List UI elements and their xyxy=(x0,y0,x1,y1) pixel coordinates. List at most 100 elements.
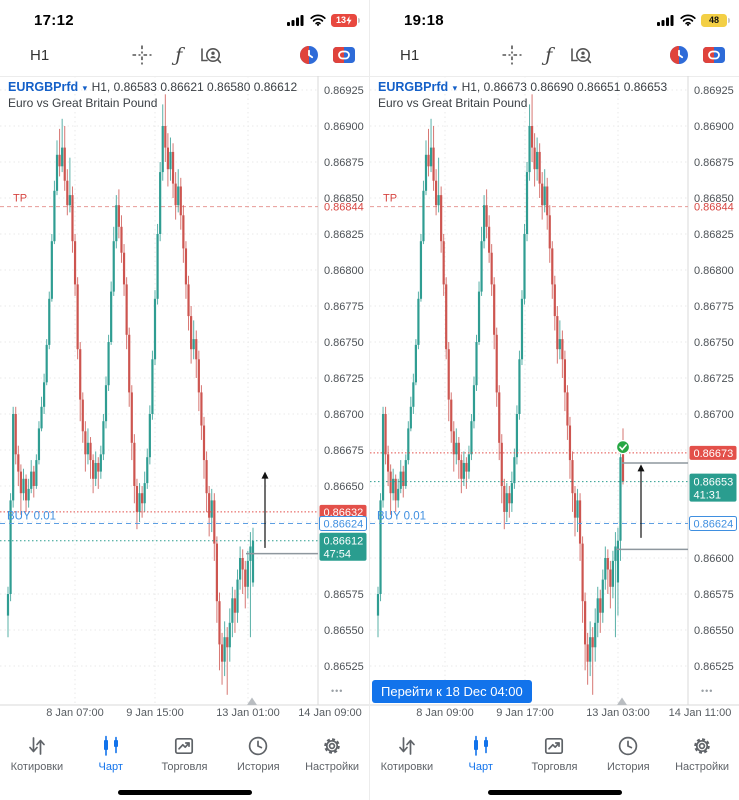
candle xyxy=(419,241,423,299)
price-axis-label: 0.86575 xyxy=(694,589,734,601)
crosshair-icon[interactable] xyxy=(131,44,153,66)
position-price-badge[interactable] xyxy=(319,515,367,531)
candle xyxy=(177,186,180,206)
candle xyxy=(97,462,100,472)
candle xyxy=(513,457,516,484)
ask-price-badge[interactable] xyxy=(319,504,367,519)
account-flag-icon[interactable] xyxy=(333,47,355,63)
price-axis-label: 0.86800 xyxy=(324,265,364,277)
candle xyxy=(571,460,574,494)
tp-label: TP xyxy=(383,193,397,205)
account-flag-icon[interactable] xyxy=(703,47,725,63)
candle xyxy=(543,186,546,206)
candle xyxy=(192,339,195,350)
price-axis-label: 0.86750 xyxy=(694,337,734,349)
candle xyxy=(156,234,159,299)
price-axis-label: 0.86750 xyxy=(324,337,364,349)
candle xyxy=(523,234,526,299)
candle xyxy=(50,241,53,299)
candle xyxy=(551,248,554,285)
candle xyxy=(536,151,539,170)
candle xyxy=(102,421,105,455)
axis-more-button[interactable]: ••• xyxy=(701,686,714,696)
candle xyxy=(609,569,612,587)
candle xyxy=(581,543,584,602)
home-row xyxy=(370,784,739,800)
position-price-badge[interactable] xyxy=(689,515,737,531)
candle xyxy=(17,454,20,472)
price-axis-label: 0.86825 xyxy=(324,229,364,241)
objects-icon[interactable] xyxy=(199,44,222,66)
buy-position-label: BUY 0.01 xyxy=(7,510,56,522)
objects-icon[interactable] xyxy=(569,44,592,66)
tab-trade[interactable]: Торговля xyxy=(148,734,222,773)
battery-indicator: 13 xyxy=(331,13,360,27)
candle xyxy=(515,414,519,458)
tab-chart[interactable]: Чарт xyxy=(74,734,148,773)
candle xyxy=(445,284,448,350)
candle xyxy=(465,462,468,472)
bid-price-badge[interactable] xyxy=(319,532,367,561)
candle xyxy=(442,241,445,285)
symbol-dropdown-caret-icon: ▾ xyxy=(82,83,88,93)
timeframe-button[interactable]: H1 xyxy=(30,46,50,64)
tab-history[interactable]: История xyxy=(591,734,665,773)
wifi-icon xyxy=(680,14,696,26)
ask-price-badge-text: 0.86673 xyxy=(694,448,734,460)
candle xyxy=(427,154,430,167)
symbol-dropdown-caret-icon: ▾ xyxy=(452,83,458,93)
candle xyxy=(153,298,157,360)
candle xyxy=(89,442,92,461)
candle xyxy=(381,414,385,501)
candle xyxy=(614,546,617,561)
price-axis-label: 0.86800 xyxy=(694,265,734,277)
home-indicator[interactable] xyxy=(117,789,252,795)
symbol-info[interactable]: EURGBPrfd ▾ H1, 0.86673 0.86690 0.86651 … xyxy=(378,79,667,111)
chart-toolbar: H1 ƒ xyxy=(370,34,739,76)
axis-more-button[interactable]: ••• xyxy=(331,686,344,696)
candle xyxy=(218,601,221,645)
tab-chart[interactable]: Чарт xyxy=(444,734,518,773)
candle xyxy=(530,126,534,148)
timeframe-button[interactable]: H1 xyxy=(400,46,420,64)
tab-trade[interactable]: Торговля xyxy=(518,734,592,773)
indicators-icon[interactable]: ƒ xyxy=(175,43,183,66)
tab-settings[interactable]: Настройки xyxy=(295,734,369,773)
candle xyxy=(397,488,400,501)
candle xyxy=(228,622,231,648)
indicators-icon[interactable]: ƒ xyxy=(545,43,553,66)
crosshair-icon[interactable] xyxy=(501,44,523,66)
market-sessions-icon[interactable] xyxy=(669,45,689,65)
candle xyxy=(541,183,544,206)
candle xyxy=(568,425,572,461)
history-icon xyxy=(619,736,638,756)
goto-date-button[interactable]: Перейти к 18 Dec 04:00 xyxy=(372,680,532,703)
candle xyxy=(213,500,216,544)
candle xyxy=(171,151,175,184)
status-time: 19:18 xyxy=(404,11,444,29)
symbol-info[interactable]: EURGBPrfd ▾ H1, 0.86583 0.86621 0.86580 … xyxy=(8,79,297,111)
ask-price-badge[interactable] xyxy=(689,445,737,460)
candle xyxy=(169,151,172,170)
candle xyxy=(432,147,435,181)
home-indicator[interactable] xyxy=(487,789,622,795)
trade-icon xyxy=(175,737,194,755)
candle xyxy=(558,339,561,350)
candle xyxy=(55,154,59,191)
tab-quotes[interactable]: Котировки xyxy=(370,734,444,773)
candle xyxy=(45,344,48,383)
candle xyxy=(22,478,25,494)
candle xyxy=(561,339,564,360)
tab-settings[interactable]: Настройки xyxy=(665,734,739,773)
candle xyxy=(99,454,102,472)
candle xyxy=(619,457,622,541)
market-sessions-icon[interactable] xyxy=(299,45,319,65)
candle xyxy=(135,486,139,512)
candle xyxy=(480,241,483,292)
tab-quotes[interactable]: Котировки xyxy=(0,734,74,773)
candle xyxy=(533,147,536,170)
tab-history[interactable]: История xyxy=(221,734,295,773)
bid-price-badge[interactable] xyxy=(689,473,737,502)
